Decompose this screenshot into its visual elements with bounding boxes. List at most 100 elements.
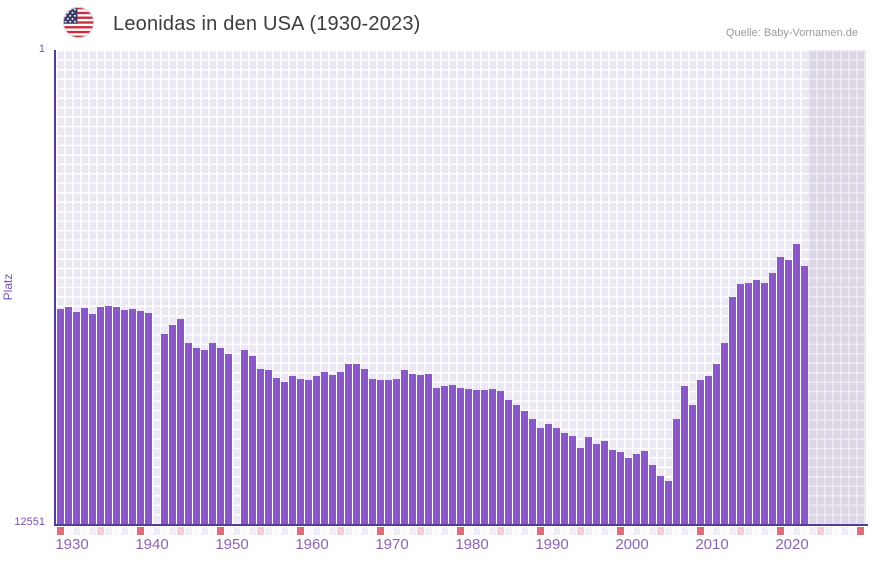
bar-1941[interactable] <box>145 312 152 524</box>
bar-1973[interactable] <box>401 369 408 524</box>
bar-1947[interactable] <box>193 347 200 524</box>
bar-1998[interactable] <box>601 441 608 524</box>
bar-1979[interactable] <box>449 384 456 524</box>
bar-2018[interactable] <box>761 283 768 524</box>
bar-1992[interactable] <box>553 428 560 524</box>
bar-1960[interactable] <box>297 378 304 524</box>
bar-2000[interactable] <box>617 452 624 524</box>
bar-1963[interactable] <box>321 371 328 524</box>
bar-1932[interactable] <box>73 312 80 524</box>
bar-1990[interactable] <box>537 428 544 524</box>
bar-1953[interactable] <box>241 349 248 524</box>
bar-1950[interactable] <box>217 347 224 524</box>
bar-1982[interactable] <box>473 389 480 524</box>
bar-2001[interactable] <box>625 458 632 524</box>
bar-1931[interactable] <box>65 306 72 524</box>
strip-cell-1974 <box>409 527 416 535</box>
bar-1936[interactable] <box>105 306 112 524</box>
bar-1955[interactable] <box>257 368 264 524</box>
bar-1957[interactable] <box>273 377 280 524</box>
bar-1974[interactable] <box>409 373 416 524</box>
bar-2016[interactable] <box>745 283 752 524</box>
bar-2004[interactable] <box>649 465 656 524</box>
bar-2015[interactable] <box>737 284 744 524</box>
bar-1944[interactable] <box>169 324 176 524</box>
bar-1970[interactable] <box>377 380 384 524</box>
bar-1984[interactable] <box>489 388 496 524</box>
bar-1991[interactable] <box>545 423 552 524</box>
bar-1980[interactable] <box>457 387 464 524</box>
bar-1977[interactable] <box>433 387 440 524</box>
bar-2011[interactable] <box>705 375 712 524</box>
bar-2009[interactable] <box>689 404 696 524</box>
bar-1930[interactable] <box>57 309 64 524</box>
bar-1948[interactable] <box>201 349 208 524</box>
bar-1996[interactable] <box>585 437 592 524</box>
bar-2005[interactable] <box>657 476 664 524</box>
bar-1988[interactable] <box>521 411 528 524</box>
bar-1937[interactable] <box>113 306 120 524</box>
bar-1971[interactable] <box>385 379 392 524</box>
bar-1975[interactable] <box>417 374 424 524</box>
bar-1983[interactable] <box>481 389 488 524</box>
bar-1997[interactable] <box>593 443 600 524</box>
strip-cell-1981 <box>465 527 472 535</box>
bar-1940[interactable] <box>137 310 144 524</box>
bar-1986[interactable] <box>505 399 512 524</box>
bar-2012[interactable] <box>713 363 720 524</box>
bar-1945[interactable] <box>177 318 184 524</box>
strip-cell-1943 <box>161 527 168 535</box>
bar-1951[interactable] <box>225 353 232 524</box>
bar-1966[interactable] <box>345 363 352 524</box>
bar-1969[interactable] <box>369 378 376 524</box>
bar-1967[interactable] <box>353 363 360 524</box>
bar-1993[interactable] <box>561 432 568 524</box>
strip-cell-1949 <box>209 527 216 535</box>
bar-1939[interactable] <box>129 309 136 524</box>
bar-2008[interactable] <box>681 386 688 524</box>
bar-1934[interactable] <box>89 313 96 524</box>
bar-1999[interactable] <box>609 450 616 524</box>
bar-1935[interactable] <box>97 306 104 524</box>
bar-2014[interactable] <box>729 296 736 524</box>
bar-1956[interactable] <box>265 369 272 524</box>
bar-1968[interactable] <box>361 368 368 524</box>
bar-1961[interactable] <box>305 380 312 524</box>
bar-2002[interactable] <box>633 454 640 524</box>
bar-2020[interactable] <box>777 256 784 524</box>
bar-1946[interactable] <box>185 342 192 524</box>
bar-2003[interactable] <box>641 451 648 524</box>
bar-1981[interactable] <box>465 388 472 524</box>
bar-1964[interactable] <box>329 374 336 524</box>
bar-1978[interactable] <box>441 386 448 524</box>
bar-1958[interactable] <box>281 381 288 524</box>
bar-1987[interactable] <box>513 405 520 524</box>
bar-1994[interactable] <box>569 436 576 524</box>
strip-cell-2021 <box>785 527 792 535</box>
bar-2010[interactable] <box>697 380 704 524</box>
bar-1965[interactable] <box>337 371 344 524</box>
bar-1989[interactable] <box>529 419 536 524</box>
bar-1976[interactable] <box>425 373 432 524</box>
x-axis-strip <box>56 527 868 535</box>
bar-1943[interactable] <box>161 334 168 524</box>
bar-1972[interactable] <box>393 378 400 524</box>
bar-2013[interactable] <box>721 342 728 524</box>
y-tick-top: 1 <box>38 43 45 55</box>
bar-1954[interactable] <box>249 355 256 524</box>
bar-1933[interactable] <box>81 307 88 524</box>
bar-2023[interactable] <box>801 266 808 524</box>
bar-2021[interactable] <box>785 259 792 524</box>
bar-2019[interactable] <box>769 273 776 524</box>
bar-1985[interactable] <box>497 391 504 524</box>
bar-1949[interactable] <box>209 342 216 524</box>
strip-cell-2019 <box>769 527 776 535</box>
bar-1962[interactable] <box>313 375 320 524</box>
bar-1938[interactable] <box>121 309 128 524</box>
bar-2022[interactable] <box>793 244 800 524</box>
bar-1959[interactable] <box>289 375 296 524</box>
bar-1995[interactable] <box>577 448 584 524</box>
bar-2006[interactable] <box>665 480 672 524</box>
bar-2017[interactable] <box>753 279 760 524</box>
bar-2007[interactable] <box>673 418 680 524</box>
